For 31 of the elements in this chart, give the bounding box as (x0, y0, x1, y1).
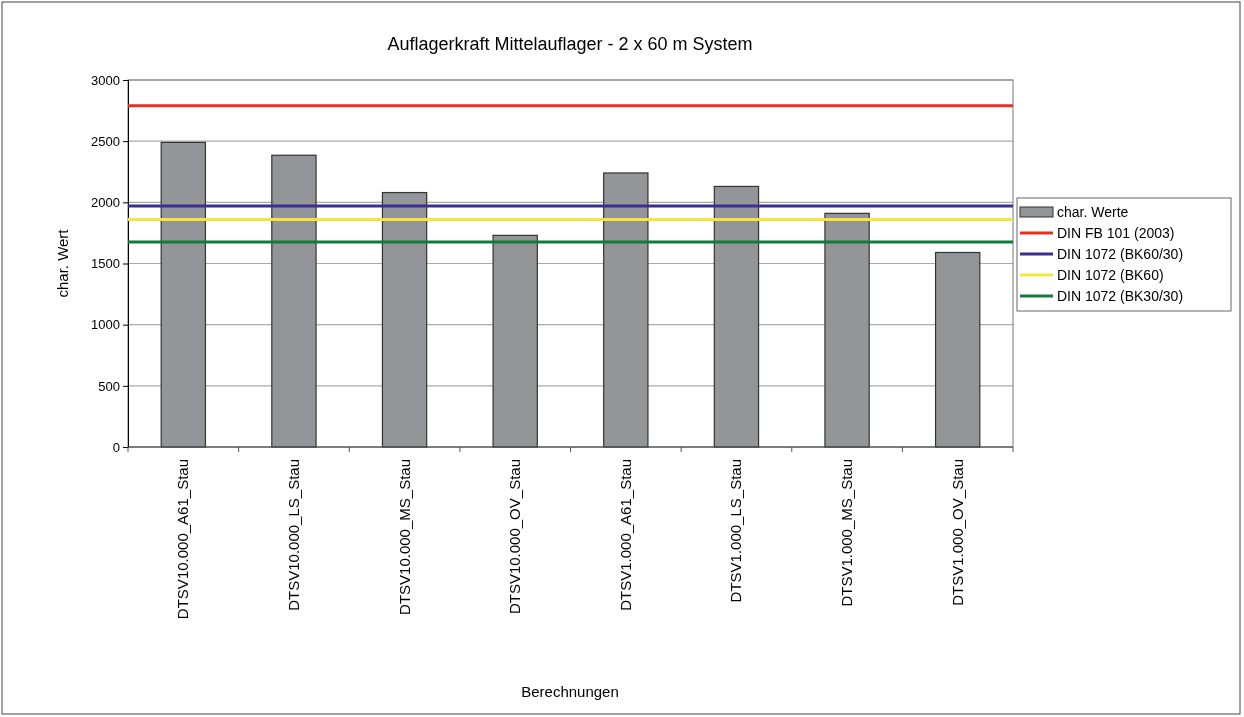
bar (381, 191, 428, 448)
y-tick-label: 2000 (91, 194, 120, 210)
bar (934, 251, 981, 448)
y-tick-label: 1500 (91, 256, 120, 272)
bar (160, 141, 207, 448)
x-tick-label: DTSV1.000_OV_Stau (948, 459, 966, 606)
bar (271, 154, 317, 448)
bar (824, 212, 870, 448)
x-tick-label: DTSV1.000_A61_Stau (616, 459, 634, 611)
legend-label: DIN FB 101 (2003) (1057, 225, 1175, 241)
y-tick-label: 0 (112, 439, 120, 455)
chart-title: Auflagerkraft Mittelauflager - 2 x 60 m System (387, 34, 753, 54)
y-tick-label: 2500 (91, 133, 120, 149)
legend-label: DIN 1072 (BK60/30) (1057, 246, 1184, 262)
x-tick-label: DTSV10.000_LS_Stau (284, 459, 302, 611)
bar (492, 234, 538, 448)
x-tick-label: DTSV10.000_A61_Stau (174, 459, 192, 620)
legend-label: DIN 1072 (BK60) (1057, 267, 1164, 283)
y-tick-label: 500 (98, 378, 120, 394)
x-tick-label: DTSV1.000_MS_Stau (838, 459, 856, 607)
x-tick-label: DTSV10.000_OV_Stau (506, 459, 524, 615)
y-axis-title: char. Wert (54, 228, 71, 298)
y-tick-label: 1000 (91, 317, 120, 333)
legend-label: DIN 1072 (BK30/30) (1057, 288, 1184, 304)
y-tick-label: 3000 (91, 72, 120, 88)
bar (713, 185, 760, 448)
x-tick-label: DTSV10.000_MS_Stau (395, 459, 413, 615)
bar (603, 172, 649, 448)
legend-label: char. Werte (1057, 204, 1129, 220)
x-axis-title: Berechnungen (521, 683, 619, 700)
x-tick-label: DTSV1.000_LS_Stau (727, 459, 745, 603)
